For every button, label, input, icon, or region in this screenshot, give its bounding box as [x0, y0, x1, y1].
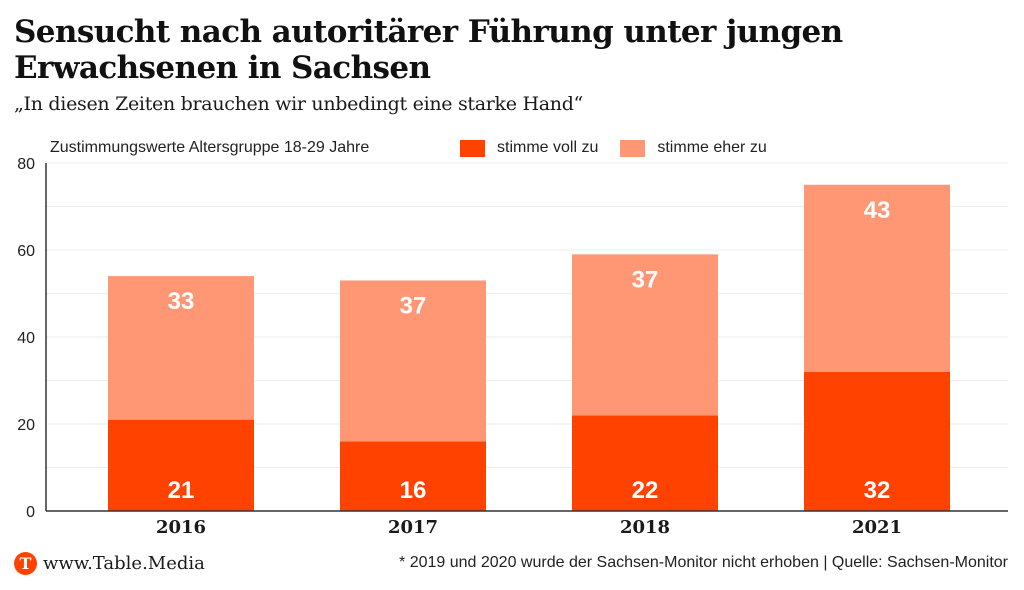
y-tick-label: 20 [17, 417, 35, 434]
brand-url[interactable]: www.Table.Media [43, 553, 205, 574]
table-media-logo-icon: T [14, 552, 37, 575]
y-tick-label: 60 [17, 243, 35, 260]
bar-2021-stimme-voll-zu [804, 371, 950, 511]
data-label: 16 [400, 477, 427, 504]
legend-item-stimme-eher-zu: stimme eher zu [620, 139, 767, 157]
x-tick-label: 2017 [388, 517, 438, 538]
data-label: 22 [632, 477, 659, 504]
y-tick-label: 40 [17, 330, 35, 347]
legend-swatch-stimme-voll-zu [460, 139, 485, 157]
legend-label-stimme-eher-zu: stimme eher zu [657, 139, 767, 156]
brand: T www.Table.Media [14, 552, 205, 575]
y-tick-label: 80 [17, 156, 35, 173]
legend-item-stimme-voll-zu: stimme voll zu [460, 139, 598, 157]
legend-swatch-stimme-eher-zu [620, 139, 646, 157]
bar-2016-stimme-voll-zu [108, 419, 254, 511]
bar-2018-stimme-eher-zu [572, 254, 718, 416]
bar-2017-stimme-eher-zu [340, 280, 486, 442]
y-tick-label: 0 [26, 504, 35, 521]
x-tick-label: 2018 [620, 517, 670, 538]
chart-note: Zustimmungswerte Altersgruppe 18-29 Jahr… [50, 139, 370, 156]
bar-2016-stimme-eher-zu [108, 276, 254, 420]
legend-label-stimme-voll-zu: stimme voll zu [497, 139, 599, 156]
data-label: 37 [632, 266, 659, 293]
x-tick-label: 2016 [156, 517, 206, 538]
bar-2021-stimme-eher-zu [804, 184, 950, 372]
x-tick-label: 2021 [852, 517, 902, 538]
source-note: * 2019 und 2020 wurde der Sachsen-Monito… [399, 554, 1008, 571]
legend: stimme voll zu stimme eher zu [460, 139, 789, 157]
chart-subtitle: „In diesen Zeiten brauchen wir unbedingt… [14, 93, 583, 115]
bar-2017-stimme-voll-zu [340, 441, 486, 511]
data-label: 37 [400, 292, 427, 319]
data-label: 43 [864, 197, 891, 224]
data-label: 32 [864, 477, 891, 504]
chart-title: Sensucht nach autoritärer Führung unter … [14, 14, 843, 86]
data-label: 33 [168, 288, 195, 315]
data-label: 21 [168, 477, 195, 504]
bar-2018-stimme-voll-zu [572, 415, 718, 511]
